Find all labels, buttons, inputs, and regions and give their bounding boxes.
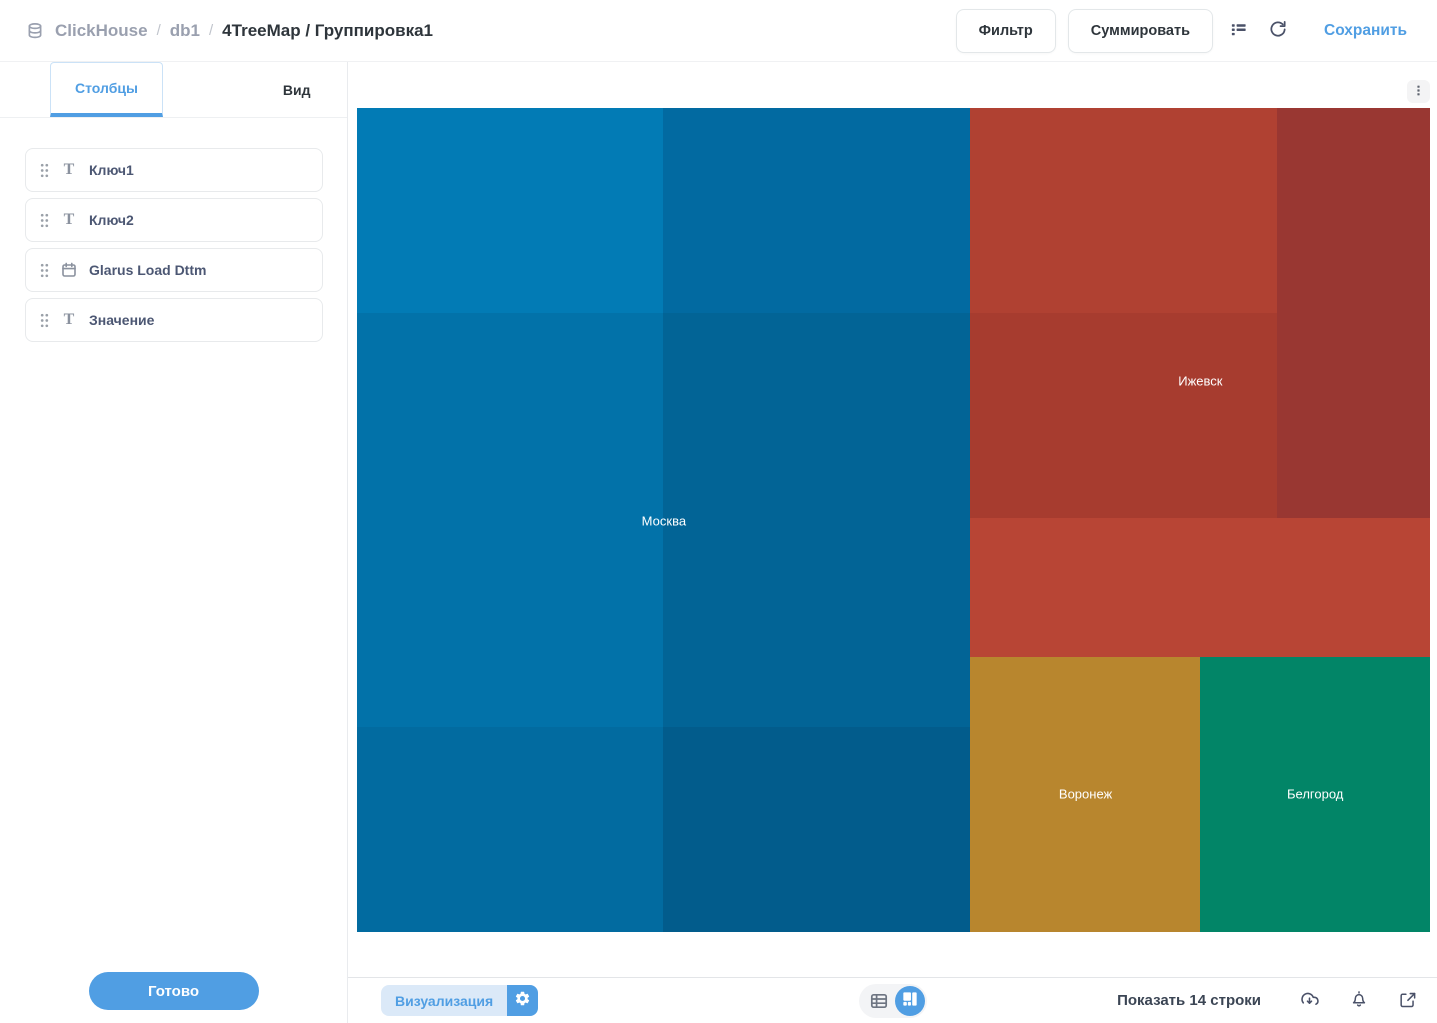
visualization-button-label[interactable]: Визуализация <box>381 985 508 1016</box>
treemap-cell[interactable] <box>1200 656 1430 932</box>
notebook-editor-icon <box>1229 20 1248 42</box>
treemap-cell[interactable] <box>662 313 970 727</box>
drag-handle-icon[interactable] <box>40 213 49 228</box>
breadcrumb-separator: / <box>209 22 214 39</box>
column-item-glarus-load-dttm[interactable]: Glarus Load Dttm <box>25 248 323 292</box>
settings-sidebar: Столбцы Вид T Ключ1 T Ключ2 <box>0 62 348 1023</box>
tab-columns[interactable]: Столбцы <box>50 62 163 117</box>
breadcrumb: ClickHouse / db1 / 4TreeMap / Группировк… <box>26 21 433 41</box>
text-type-icon: T <box>63 311 75 328</box>
summarize-button[interactable]: Суммировать <box>1067 8 1213 53</box>
top-bar-actions: Фильтр Суммировать <box>955 8 1413 53</box>
share-button[interactable] <box>1394 986 1421 1016</box>
kebab-icon <box>1412 84 1425 100</box>
column-label: Значение <box>89 312 155 328</box>
visualization-settings-button[interactable] <box>507 985 539 1016</box>
sidebar-tabs: Столбцы Вид <box>0 62 347 118</box>
save-button[interactable]: Сохранить <box>1318 21 1413 41</box>
bell-icon <box>1349 989 1369 1012</box>
bottom-bar: Визуализация <box>348 977 1437 1023</box>
treemap-cell[interactable] <box>662 726 970 932</box>
main-content: Москва Ижевск Воронеж Белгород Визуализация <box>348 62 1437 1023</box>
drag-handle-icon[interactable] <box>40 313 49 328</box>
filter-button[interactable]: Фильтр <box>955 8 1056 53</box>
treemap-cell[interactable] <box>969 656 1201 932</box>
notebook-editor-button[interactable] <box>1225 16 1252 46</box>
calendar-icon <box>61 262 77 278</box>
treemap-cell[interactable] <box>357 108 663 314</box>
row-count-label: Показать 14 строки <box>1117 992 1261 1009</box>
drag-handle-icon[interactable] <box>40 163 49 178</box>
column-item-kluch1[interactable]: T Ключ1 <box>25 148 323 192</box>
done-button[interactable]: Готово <box>88 972 259 1010</box>
treemap-cell[interactable] <box>969 108 1277 314</box>
column-item-znachenie[interactable]: T Значение <box>25 298 323 342</box>
column-item-kluch2[interactable]: T Ключ2 <box>25 198 323 242</box>
treemap-cell[interactable] <box>1276 108 1430 519</box>
treemap-cell[interactable] <box>662 108 970 314</box>
page-title: 4TreeMap / Группировка1 <box>222 20 433 40</box>
column-label: Ключ2 <box>89 212 134 228</box>
treemap-view-icon <box>902 991 918 1010</box>
column-list: T Ключ1 T Ключ2 <box>0 118 347 972</box>
gear-icon <box>514 990 531 1012</box>
view-toggle <box>858 983 927 1018</box>
download-button[interactable] <box>1295 985 1324 1017</box>
treemap: Москва Ижевск Воронеж Белгород <box>357 108 1430 932</box>
treemap-cell[interactable] <box>357 313 663 727</box>
notifications-button[interactable] <box>1345 985 1373 1016</box>
cloud-download-icon <box>1299 989 1320 1013</box>
chart-area: Москва Ижевск Воронеж Белгород <box>348 62 1437 977</box>
refresh-icon <box>1268 19 1288 42</box>
bottom-bar-right: Показать 14 строки <box>1117 985 1421 1017</box>
tab-view[interactable]: Вид <box>259 62 335 117</box>
treemap-cell[interactable] <box>357 726 663 932</box>
breadcrumb-database[interactable]: ClickHouse <box>55 20 148 40</box>
text-type-icon: T <box>63 211 75 228</box>
visualization-view-button[interactable] <box>894 985 925 1016</box>
table-view-button[interactable] <box>870 992 888 1010</box>
text-type-icon: T <box>63 161 75 178</box>
breadcrumb-schema[interactable]: db1 <box>169 20 200 40</box>
column-label: Glarus Load Dttm <box>89 262 207 278</box>
external-link-icon <box>1398 990 1417 1012</box>
drag-handle-icon[interactable] <box>40 263 49 278</box>
chart-menu-button[interactable] <box>1407 80 1430 103</box>
database-icon <box>26 22 44 40</box>
refresh-button[interactable] <box>1264 15 1292 46</box>
treemap-cell[interactable] <box>969 313 1277 519</box>
visualization-button[interactable]: Визуализация <box>381 985 539 1016</box>
column-label: Ключ1 <box>89 162 134 178</box>
treemap-cell[interactable] <box>969 518 1430 657</box>
breadcrumb-separator: / <box>156 22 161 39</box>
top-bar: ClickHouse / db1 / 4TreeMap / Группировк… <box>0 0 1437 62</box>
